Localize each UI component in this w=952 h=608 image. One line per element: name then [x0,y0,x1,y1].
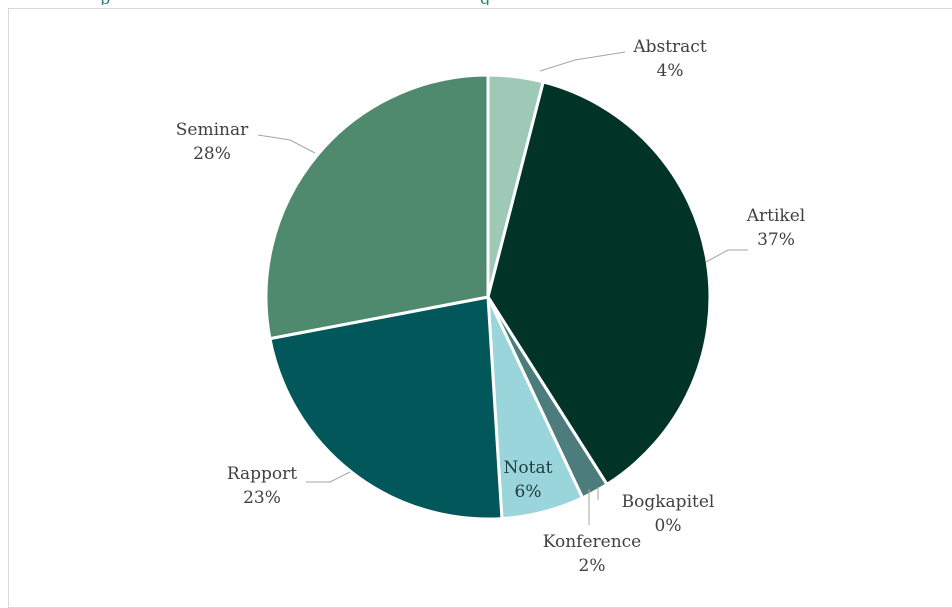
leader-line-abstract [539,51,626,72]
slice-label-seminar: Seminar [176,120,249,140]
leader-line-seminar [257,134,316,154]
leader-line-artikel [705,249,748,263]
slice-value-artikel: 37% [757,230,795,250]
slice-label-notat: Notat [504,458,553,478]
slice-label-bogkapitel: Bogkapitel [622,492,715,512]
slice-label-artikel: Artikel [746,206,805,226]
slice-value-konference: 2% [579,556,606,576]
slice-value-notat: 6% [515,482,542,502]
pie-chart: Abstract 4% Artikel 37% Bogkapitel 0% Konferen… [176,37,805,576]
slice-value-rapport: 23% [243,488,281,508]
top-text-right: g [480,0,490,5]
leader-line-rapport [306,471,351,483]
slice-labels: Abstract 4% Artikel 37% Bogkapitel 0% Konferen… [176,37,805,576]
top-text-left: p [100,0,110,5]
pie-slice-seminar [264,73,490,341]
slice-value-seminar: 28% [193,144,231,164]
slice-label-konference: Konference [543,532,642,552]
top-text-snippet: p g [0,0,952,5]
pie-slices [264,73,712,521]
leader-lines [257,51,748,525]
slice-label-rapport: Rapport [227,464,297,484]
pie-slice-rapport [268,295,504,521]
slice-value-bogkapitel: 0% [655,516,682,536]
slice-value-abstract: 4% [657,61,684,81]
slice-label-abstract: Abstract [632,37,706,57]
